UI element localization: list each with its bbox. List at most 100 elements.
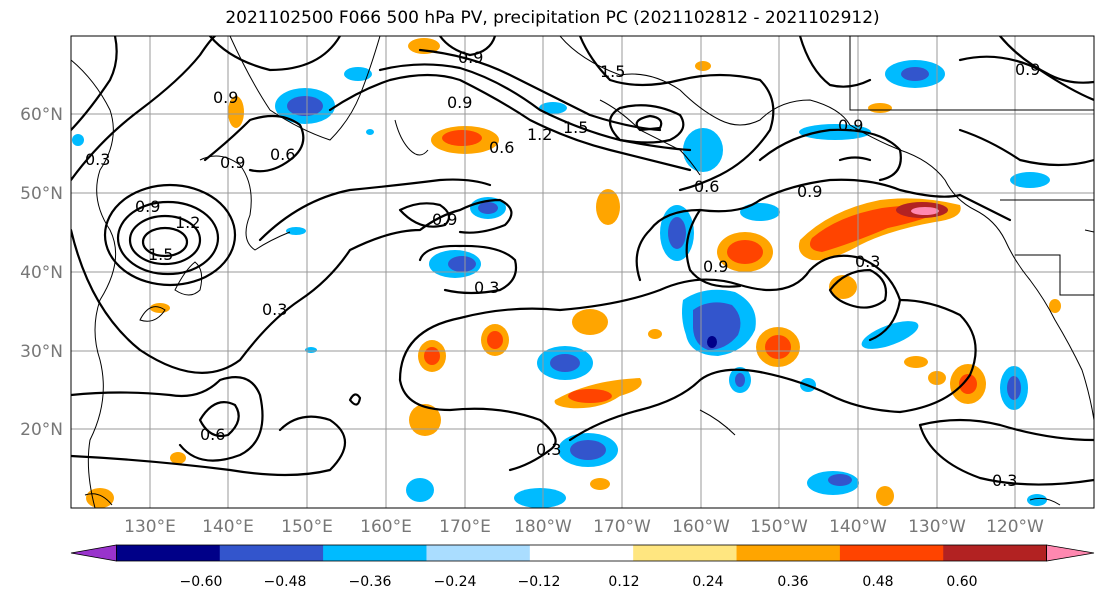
map-frame	[70, 35, 1095, 509]
precip-blob	[344, 67, 372, 81]
pv-contour	[258, 178, 492, 242]
pv-contour	[918, 423, 1094, 486]
lat-label: 60°N	[20, 105, 63, 125]
lon-label: 140°W	[829, 517, 887, 537]
contour-label: 0.3	[992, 471, 1017, 490]
contour-label: 1.5	[148, 245, 173, 264]
precip-blob	[648, 329, 662, 339]
contour-label: 0.9	[135, 197, 160, 216]
precip-blob	[424, 347, 440, 365]
precip-blob	[1007, 376, 1021, 400]
precip-blob	[590, 478, 610, 490]
pv-contour	[328, 73, 692, 172]
colorbar-frame	[116, 544, 1048, 562]
pv-contour	[71, 198, 513, 374]
pv-contour	[398, 202, 451, 228]
lat-label: 20°N	[20, 420, 63, 440]
lat-label: 50°N	[20, 184, 63, 204]
precip-blob	[448, 256, 476, 272]
precip-blob	[228, 96, 244, 128]
contour-label: 1.2	[527, 125, 552, 144]
contour-labels: 0.9 0.9 1.5 0.9 0.6 1.2 1.5 0.9 0.6 0.9 …	[85, 48, 1040, 490]
contour-label: 0.9	[213, 88, 238, 107]
pv-contour	[208, 36, 342, 72]
contour-label: 1.5	[563, 118, 588, 137]
lon-label: 170°W	[593, 517, 651, 537]
lon-label: 160°E	[360, 517, 412, 537]
colorbar-extend-min	[70, 544, 117, 562]
contour-label: 0.3	[85, 150, 110, 169]
precip-blob	[86, 488, 114, 508]
contour-label: 0.6	[200, 425, 225, 444]
contour-label: 0.9	[838, 116, 863, 135]
pv-contour	[958, 193, 1012, 222]
colorbar-segment	[219, 545, 324, 561]
colorbar-segment	[323, 545, 427, 561]
pv-contour	[635, 114, 663, 132]
pv-contour	[998, 36, 1094, 84]
pv-contour	[398, 254, 902, 382]
contour-label: 0.9	[447, 93, 472, 112]
precip-blob	[868, 103, 892, 113]
precip-blob	[572, 309, 608, 335]
pv-contour	[71, 415, 346, 477]
contour-label: 0.6	[270, 145, 295, 164]
precip-blob	[1049, 299, 1061, 313]
colorbar-tick-label: 0.48	[862, 574, 893, 590]
pv-contour	[198, 401, 240, 438]
longitude-labels: 130°E 140°E 150°E 160°E 170°E 180°W 170°…	[124, 517, 1044, 537]
pv-contour	[141, 226, 189, 258]
pv-contour	[838, 156, 872, 162]
colorbar-segment	[736, 545, 841, 561]
pv-contour	[635, 198, 762, 282]
colorbar-tick-label: −0.36	[349, 574, 392, 590]
colorbar-segment	[839, 545, 944, 561]
lon-label: 150°E	[281, 517, 333, 537]
colorbar-segment	[943, 545, 1048, 561]
precip-blob	[286, 227, 306, 235]
precip-blob	[727, 240, 763, 264]
precip-blob	[1010, 172, 1050, 188]
precip-blob	[828, 474, 852, 486]
pv-contours	[71, 36, 1094, 486]
lon-label: 160°W	[672, 517, 730, 537]
contour-label: 0.9	[458, 48, 483, 67]
precip-blob	[707, 336, 717, 348]
contour-label: 0.3	[855, 252, 880, 271]
precip-blob	[170, 452, 186, 464]
precip-blob	[901, 67, 929, 81]
pv-contour	[103, 183, 237, 287]
precip-blob	[150, 303, 170, 313]
precip-blob	[911, 207, 939, 215]
pv-contour	[128, 214, 202, 266]
lon-label: 150°W	[750, 517, 808, 537]
chart-title: 2021102500 F066 500 hPa PV, precipitatio…	[225, 8, 880, 28]
precip-blob	[487, 331, 503, 349]
pv-contour	[418, 48, 662, 132]
colorbar-tick-label: −0.60	[180, 574, 223, 590]
colorbar-tick-label: −0.48	[264, 574, 307, 590]
precip-blob	[539, 102, 567, 114]
precip-blob	[550, 354, 580, 372]
pv-contour	[918, 418, 1094, 442]
lon-label: 170°E	[439, 517, 491, 537]
precip-blob	[287, 96, 323, 116]
precip-blob	[406, 478, 434, 502]
lon-label: 120°W	[986, 517, 1044, 537]
contour-label: 0.6	[489, 138, 514, 157]
pv-contour	[71, 36, 118, 132]
pv-contour	[958, 128, 1094, 167]
precip-blob	[904, 356, 928, 368]
latitude-labels: 60°N 50°N 40°N 30°N 20°N	[20, 105, 63, 440]
contour-label: 0.6	[694, 177, 719, 196]
colorbar-tick-label: 0.60	[946, 574, 977, 590]
precip-blob	[408, 38, 440, 54]
contour-label: 0.3	[474, 278, 499, 297]
precip-blob	[1027, 494, 1047, 506]
lat-label: 40°N	[20, 263, 63, 283]
pv-contour	[378, 63, 692, 152]
colorbar-tick-label: −0.12	[518, 574, 561, 590]
pv-contour	[348, 393, 362, 406]
contour-label: 0.9	[1015, 60, 1040, 79]
